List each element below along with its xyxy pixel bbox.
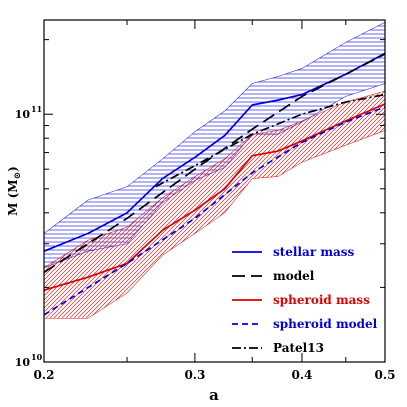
x-tick-label: 0.3: [184, 368, 205, 382]
series-line-patel13: [155, 93, 385, 188]
band-stellar-mass-range: [44, 22, 385, 268]
legend-label-spheroid-mass: spheroid mass: [273, 293, 370, 307]
band-lower-edge-spheroid-mass-range: [44, 130, 385, 319]
legend-label-model: model: [273, 269, 315, 283]
y-tick-label: 10: [15, 356, 31, 369]
band-upper-edge-stellar-mass-range: [44, 22, 385, 234]
x-tick-label: 0.5: [375, 368, 396, 382]
band-upper-edge-spheroid-mass-range: [44, 90, 385, 269]
legend: stellar mass model spheroid mass spheroid m…: [232, 245, 378, 355]
series-line-spheroid-mass: [44, 103, 385, 291]
series-line-model: [44, 53, 385, 274]
sun-symbol: ⊙: [13, 172, 23, 180]
x-axis-label: a: [209, 386, 219, 404]
labels-layer: a M (M⊙): [6, 166, 219, 404]
y-axis-label-close: ): [6, 166, 20, 172]
x-tick-label: 0.2: [34, 368, 55, 382]
y-axis-label: M (M⊙): [6, 166, 23, 216]
y-tick-exponent: 10: [31, 352, 43, 362]
y-tick-label: 10: [15, 108, 31, 121]
series-layer: [44, 52, 385, 316]
series-line-stellar-mass: [44, 52, 385, 252]
y-tick-exponent: 11: [31, 104, 42, 114]
y-axis-label-text: M (M: [6, 179, 20, 215]
legend-label-stellar-mass: stellar mass: [273, 245, 355, 259]
legend-label-patel13: Patel13: [273, 341, 324, 355]
legend-label-spheroid-model: spheroid model: [273, 317, 378, 331]
series-line-spheroid-model: [44, 106, 385, 316]
x-tick-label: 0.4: [292, 368, 313, 382]
plot-frame: [43, 19, 386, 363]
